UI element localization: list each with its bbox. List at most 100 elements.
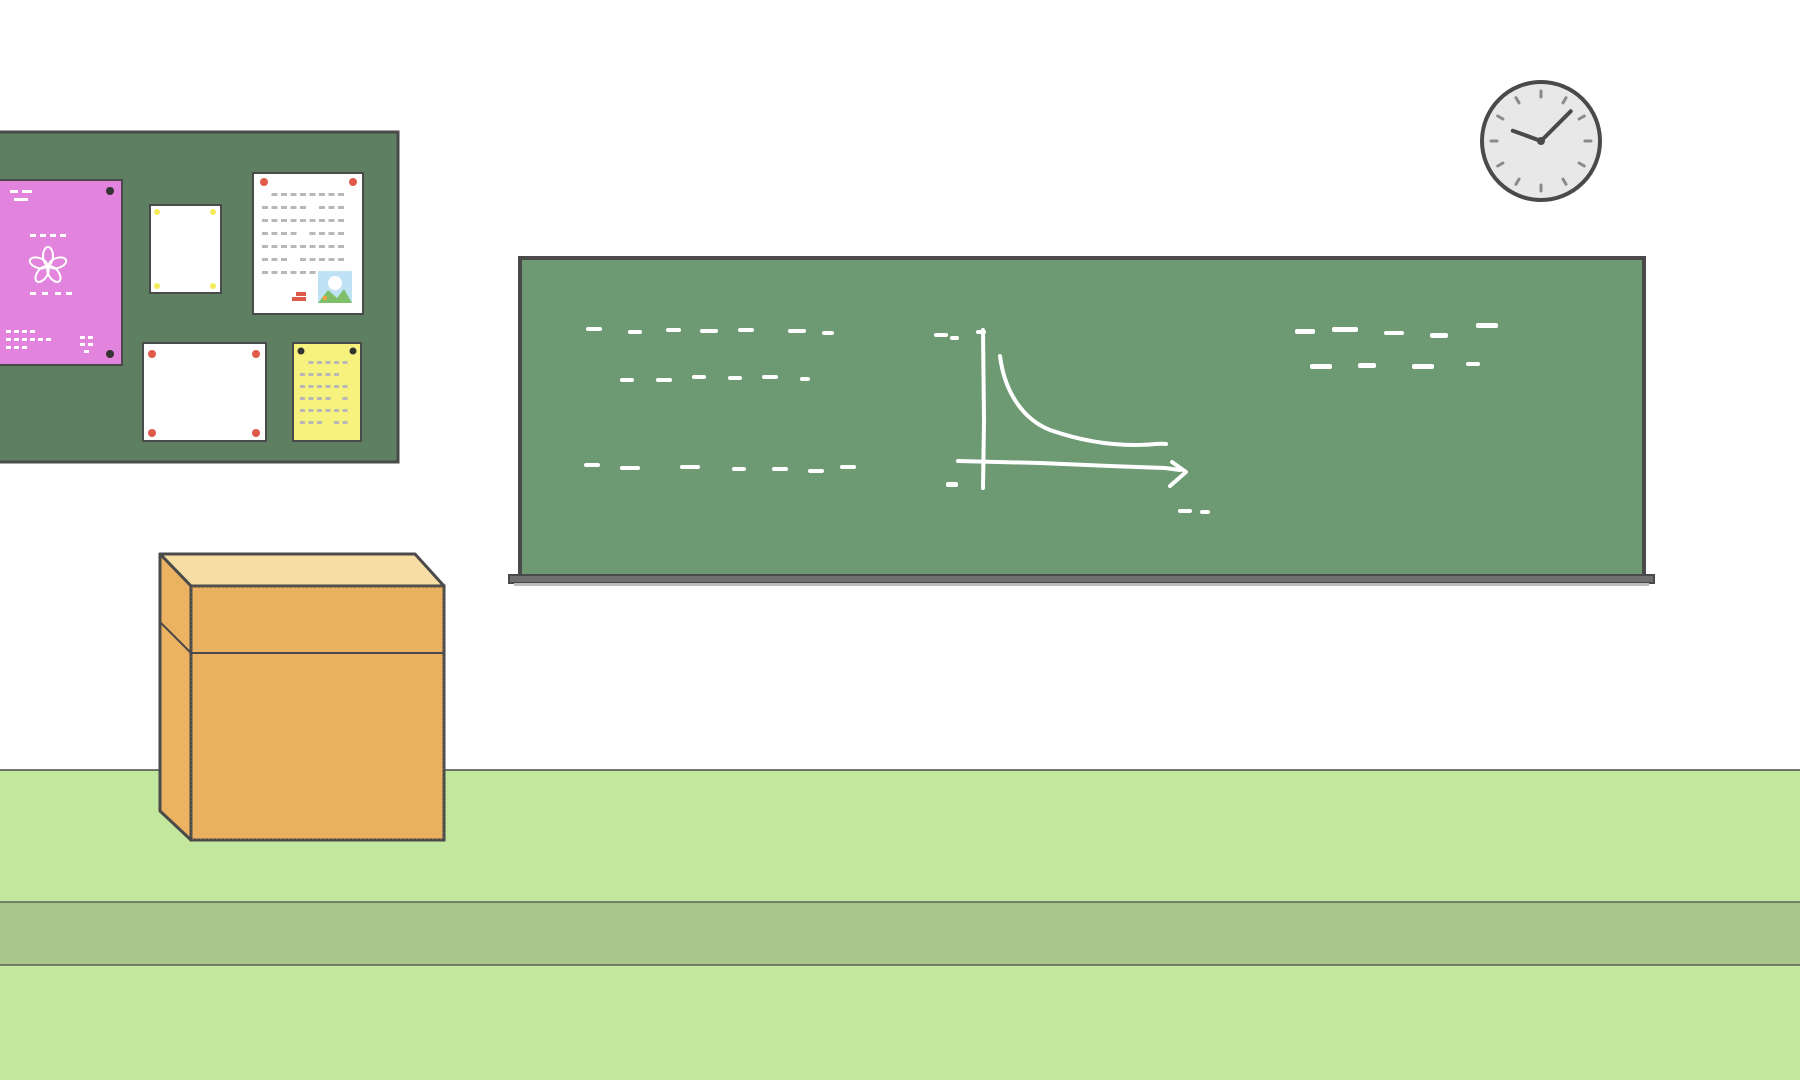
text-placeholder — [319, 206, 325, 209]
text-placeholder — [334, 361, 339, 364]
text-placeholder — [281, 193, 287, 196]
text-placeholder — [309, 271, 316, 274]
yellow-note[interactable] — [292, 342, 362, 442]
pin — [106, 187, 114, 195]
text-placeholder — [300, 409, 305, 412]
clock-tick — [1561, 96, 1568, 105]
text-placeholder — [342, 397, 348, 400]
text-placeholder — [338, 193, 344, 196]
text-placeholder — [300, 385, 305, 388]
floor-stripe — [0, 902, 1800, 965]
text-placeholder — [271, 219, 278, 222]
clock-tick — [1514, 177, 1521, 186]
text-placeholder — [308, 397, 314, 400]
text-placeholder — [338, 258, 344, 261]
text-placeholder — [338, 206, 344, 209]
text-placeholder — [309, 258, 316, 261]
pin — [210, 209, 216, 215]
text-placeholder — [319, 193, 325, 196]
chalkboard[interactable] — [508, 256, 1655, 586]
pin — [252, 350, 260, 358]
text-placeholder — [325, 373, 331, 376]
text-placeholder — [271, 258, 278, 261]
text-placeholder — [338, 232, 344, 235]
clock-tick — [1577, 114, 1586, 121]
text-placeholder — [281, 258, 287, 261]
text-placeholder — [328, 193, 335, 196]
text-placeholder — [271, 271, 278, 274]
text-placeholder — [308, 385, 314, 388]
text-placeholder — [308, 409, 314, 412]
text-placeholder — [325, 409, 331, 412]
podium[interactable] — [158, 552, 446, 842]
text-placeholder — [319, 245, 325, 248]
text-placeholder — [317, 361, 322, 364]
chalk-writing — [584, 323, 1498, 514]
text-placeholder — [290, 271, 297, 274]
text-placeholder — [325, 397, 331, 400]
text-placeholder — [300, 271, 306, 274]
text-placeholder — [328, 219, 335, 222]
pin — [154, 283, 160, 289]
text-placeholder — [308, 373, 314, 376]
text-placeholder — [281, 219, 287, 222]
text-placeholder — [342, 409, 348, 412]
text-placeholder — [334, 385, 339, 388]
bulletin-board[interactable] — [0, 130, 400, 464]
pin — [154, 209, 160, 215]
pink-poster[interactable] — [0, 179, 123, 366]
text-placeholder — [281, 206, 287, 209]
text-placeholder — [309, 219, 316, 222]
pin — [106, 350, 114, 358]
chalk-tray — [508, 574, 1655, 584]
white-notice[interactable] — [142, 342, 267, 442]
small-white-note[interactable] — [149, 204, 222, 294]
text-placeholder — [300, 258, 306, 261]
text-placeholder — [328, 258, 335, 261]
text-placeholder — [334, 373, 339, 376]
text-placeholder — [262, 258, 268, 261]
text-placeholder — [271, 245, 278, 248]
text-placeholder — [271, 206, 278, 209]
text-placeholder — [262, 245, 268, 248]
text-placeholder — [342, 361, 348, 364]
text-placeholder — [338, 245, 344, 248]
pin — [148, 350, 156, 358]
text-placeholder — [338, 219, 344, 222]
text-placeholder — [262, 271, 268, 274]
text-placeholder — [300, 193, 306, 196]
pin — [210, 283, 216, 289]
text-placeholder — [319, 219, 325, 222]
text-placeholder — [290, 232, 297, 235]
text-placeholder — [300, 219, 306, 222]
text-placeholder — [334, 421, 339, 424]
text-placeholder — [271, 193, 278, 196]
text-placeholder — [328, 232, 335, 235]
clock-tick — [1496, 161, 1505, 168]
text-notice[interactable] — [252, 172, 364, 315]
text-placeholder — [308, 361, 314, 364]
wall-clock-icon[interactable] — [1480, 80, 1602, 202]
pin — [148, 429, 156, 437]
pin — [297, 347, 305, 355]
text-placeholder — [281, 232, 287, 235]
text-placeholder — [281, 245, 287, 248]
clock-tick — [1496, 114, 1505, 121]
text-placeholder — [262, 219, 268, 222]
text-placeholder — [334, 409, 339, 412]
clock-tick — [1561, 177, 1568, 186]
text-placeholder — [317, 397, 322, 400]
text-placeholder — [309, 245, 316, 248]
text-placeholder — [300, 245, 306, 248]
text-placeholder — [300, 421, 305, 424]
text-placeholder — [300, 397, 305, 400]
pin — [260, 178, 268, 186]
text-placeholder — [308, 421, 314, 424]
text-placeholder — [281, 271, 287, 274]
clock-hour-hand — [1510, 128, 1543, 143]
text-placeholder — [342, 421, 348, 424]
text-placeholder — [325, 361, 331, 364]
text-placeholder — [317, 385, 322, 388]
